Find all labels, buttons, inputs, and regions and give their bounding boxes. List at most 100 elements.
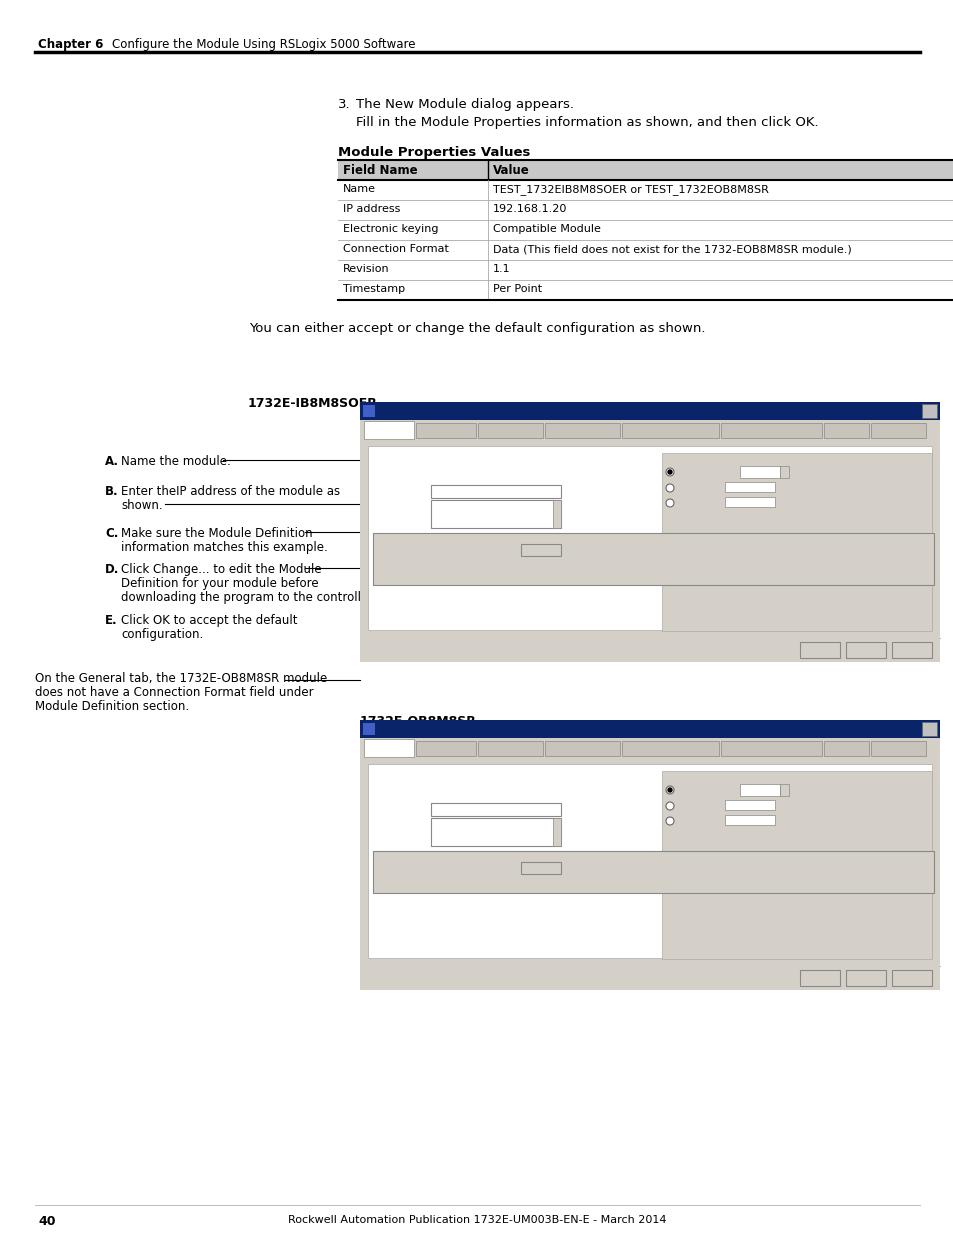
Bar (720, 741, 821, 756)
Text: A: A (456, 863, 461, 872)
Text: Time Sync: Time Sync (876, 743, 919, 753)
Bar (800, 642, 840, 658)
Bar (870, 741, 924, 756)
Bar (724, 815, 774, 825)
Text: Allen-Bradley: Allen-Bradley (431, 782, 491, 790)
Bar (359, 739, 939, 756)
Bar (740, 784, 780, 797)
Text: Network: Network (828, 743, 863, 753)
Text: Name:: Name: (375, 804, 405, 813)
Text: A.: A. (105, 454, 119, 468)
Text: 192.168.1.20: 192.168.1.20 (493, 204, 567, 214)
Text: Name the module.: Name the module. (121, 454, 231, 468)
Text: Cancel: Cancel (850, 646, 881, 655)
Text: Description:: Description: (375, 501, 430, 510)
Text: 3.: 3. (337, 98, 351, 111)
Text: 40: 40 (38, 1215, 55, 1228)
Text: Name: Name (343, 184, 375, 194)
Bar (363, 405, 375, 417)
Bar (740, 466, 780, 478)
Text: IP Address:: IP Address: (677, 802, 723, 811)
Text: x: x (926, 724, 931, 732)
Bar (780, 784, 788, 797)
Text: 1732E-OB8M8SR 8 Point 24V DC Scheduled Output, 2-Port: 1732E-OB8M8SR 8 Point 24V DC Scheduled O… (431, 771, 694, 781)
Text: Private Network:: Private Network: (677, 468, 746, 477)
Bar (891, 969, 931, 986)
Bar (921, 722, 936, 736)
Circle shape (667, 471, 671, 474)
Text: 1732E-IB8M8SOER: 1732E-IB8M8SOER (248, 396, 377, 410)
Bar (431, 818, 560, 846)
Text: Parent:: Parent: (375, 793, 408, 802)
Text: Ethernet Address:: Ethernet Address: (664, 774, 745, 783)
Text: On the General tab, the 1732E-OB8M8SR module: On the General tab, the 1732E-OB8M8SR mo… (35, 672, 327, 685)
Text: Click OK to accept the default: Click OK to accept the default (121, 614, 297, 627)
Bar (368, 764, 931, 958)
Text: Click Change... to edit the Module: Click Change... to edit the Module (121, 563, 321, 576)
Text: You can either accept or change the default configuration as shown.: You can either accept or change the defa… (249, 322, 704, 335)
Bar (359, 756, 939, 966)
Text: 192.168.1.20: 192.168.1.20 (741, 467, 791, 475)
Text: Module Info: Module Info (485, 426, 535, 435)
Text: IP address: IP address (343, 204, 400, 214)
Text: The New Module dialog appears.: The New Module dialog appears. (355, 98, 574, 111)
Text: Change...: Change... (522, 546, 558, 555)
Text: Module Definition: Module Definition (375, 535, 450, 543)
Bar (368, 446, 931, 630)
Text: A: A (456, 545, 461, 555)
Text: Compatible Module: Compatible Module (456, 883, 537, 892)
Bar (621, 424, 718, 438)
Bar (661, 453, 931, 631)
Circle shape (665, 484, 673, 492)
Bar (431, 500, 560, 529)
Text: Data (This field does not exist for the 1732-EOB8M8SR module.): Data (This field does not exist for the … (493, 245, 851, 254)
Circle shape (667, 788, 671, 792)
Text: 192.168.1.21: 192.168.1.21 (741, 785, 791, 794)
Text: Configuration: Configuration (554, 743, 611, 753)
Text: Internet Protocol: Internet Protocol (635, 426, 705, 435)
Circle shape (665, 785, 673, 794)
Text: Vendor:: Vendor: (375, 464, 410, 473)
Bar (359, 638, 939, 662)
Text: Per Point: Per Point (456, 893, 493, 902)
Bar (416, 424, 476, 438)
Text: Port Configuration: Port Configuration (733, 743, 809, 753)
Bar (431, 485, 560, 498)
Bar (416, 741, 476, 756)
Text: Electronic Keying:: Electronic Keying: (380, 564, 456, 574)
Bar (544, 741, 619, 756)
Text: Port Configuration: Port Configuration (733, 426, 809, 435)
Text: Timestamp:: Timestamp: (380, 585, 430, 594)
Bar (520, 543, 560, 556)
Bar (520, 862, 560, 874)
Bar (544, 424, 619, 438)
Text: Name:: Name: (375, 487, 405, 495)
Text: General*: General* (370, 743, 407, 752)
Text: Module Info: Module Info (485, 743, 535, 753)
Text: 1.1: 1.1 (456, 555, 469, 564)
Text: Revision: Revision (343, 264, 389, 274)
Text: Fill in the Module Properties information as shown, and then click OK.: Fill in the Module Properties informatio… (355, 116, 818, 128)
Bar (724, 482, 774, 492)
Bar (780, 466, 788, 478)
Text: Series:: Series: (380, 863, 410, 872)
Text: B.: B. (105, 485, 118, 498)
Text: downloading the program to the controller.: downloading the program to the controlle… (121, 592, 375, 604)
Text: Connection Format: Connection Format (343, 245, 449, 254)
Text: Connection: Connection (421, 426, 469, 435)
Text: Connection: Connection (421, 743, 469, 753)
Bar (823, 424, 868, 438)
Bar (800, 969, 840, 986)
Bar (724, 800, 774, 810)
Text: Host Name:: Host Name: (677, 499, 725, 508)
Text: General*: General* (370, 425, 407, 433)
Text: TEST_1732EIB8M8SOER or TEST_1732EOB8M8SR: TEST_1732EIB8M8SOER or TEST_1732EOB8M8SR (493, 184, 768, 195)
Text: Help: Help (901, 646, 922, 655)
Text: Type:: Type: (375, 771, 399, 781)
Text: x: x (926, 405, 931, 415)
Text: Cancel: Cancel (850, 974, 881, 983)
Bar (364, 421, 414, 438)
Text: Data: Data (456, 576, 477, 584)
Text: E.: E. (105, 614, 117, 627)
Text: OK: OK (813, 974, 825, 983)
